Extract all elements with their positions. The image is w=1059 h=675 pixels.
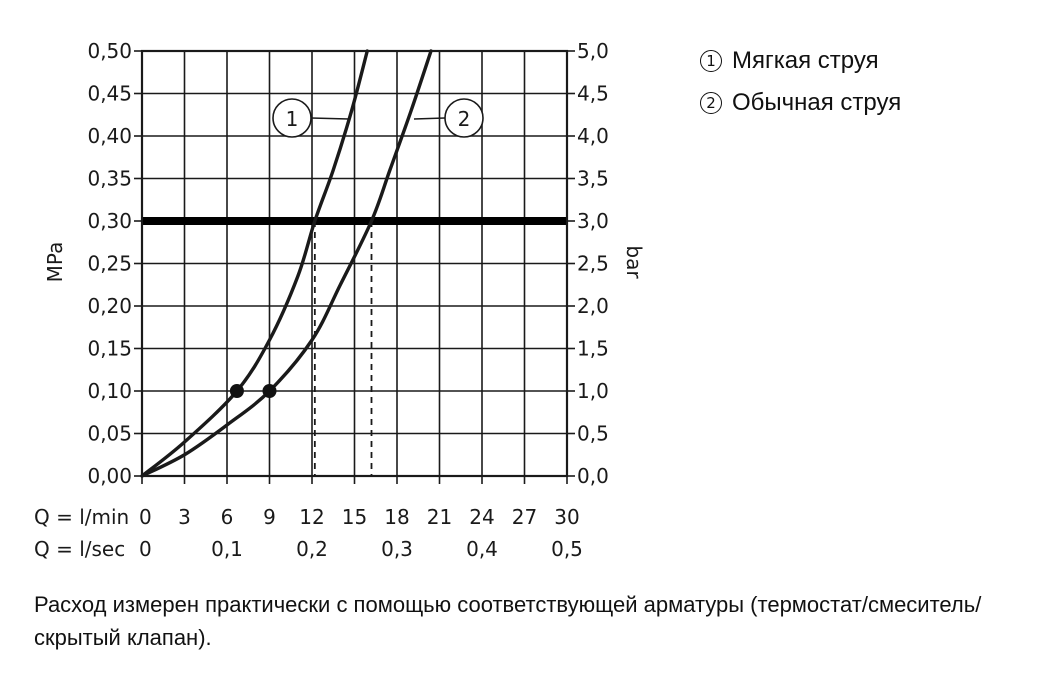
y-tick-label: 0,05 bbox=[87, 422, 132, 446]
x-tick-label: 18 bbox=[384, 505, 409, 529]
y2-tick-label: 2,0 bbox=[577, 294, 609, 318]
y-tick-label: 0,35 bbox=[87, 167, 132, 191]
x-axis-rows: Q = l/min 0 3 6 9 12 15 18 21 24 27 30 Q = l/sec 0 0,1… bbox=[34, 505, 583, 561]
curve-2-point bbox=[262, 384, 277, 398]
x-row-label: Q = l/sec bbox=[34, 537, 125, 561]
x-row-label: Q = l/min bbox=[34, 505, 129, 529]
x-tick-label: 24 bbox=[469, 505, 494, 529]
legend-label-2: Обычная струя bbox=[732, 89, 902, 116]
x-tick-label: 0 bbox=[139, 505, 152, 529]
x-tick-label: 0,1 bbox=[211, 537, 243, 561]
y-axis-label: MPa bbox=[43, 242, 67, 283]
callout-label-1: 1 bbox=[286, 107, 299, 131]
x-tick-label: 30 bbox=[554, 505, 579, 529]
x-tick-label: 3 bbox=[178, 505, 191, 529]
y-tick-label: 0,45 bbox=[87, 82, 132, 106]
left-axis-ticks: 0,00 0,05 0,10 0,15 0,20 0,25 0,30 0,35 0,40 0,45… bbox=[87, 39, 142, 488]
curves-layer bbox=[140, 49, 433, 478]
y-tick-label: 0,25 bbox=[87, 252, 132, 276]
footnote: Расход измерен практически с помощью соо… bbox=[34, 592, 982, 650]
curve-1-point bbox=[229, 384, 244, 398]
callout-circle-2 bbox=[444, 98, 484, 138]
callout-circle-1 bbox=[272, 98, 312, 138]
x-tick-label: 0 bbox=[139, 537, 152, 561]
y-tick-label: 0,15 bbox=[87, 337, 132, 361]
x-tick-label: 15 bbox=[342, 505, 367, 529]
callout-leader-2 bbox=[413, 117, 446, 120]
y2-tick-label: 4,5 bbox=[577, 82, 609, 106]
y2-tick-label: 3,0 bbox=[577, 209, 609, 233]
curve-2 bbox=[140, 49, 433, 478]
legend: 1 Мягкая струя 2 Обычная струя bbox=[700, 44, 901, 128]
legend-label-1: Мягкая струя bbox=[732, 47, 879, 74]
legend-marker-2: 2 bbox=[700, 92, 722, 114]
x-tick-label: 9 bbox=[263, 505, 276, 529]
y2-tick-label: 0,5 bbox=[577, 422, 609, 446]
y-tick-label: 0,00 bbox=[87, 464, 132, 488]
y2-tick-label: 2,5 bbox=[577, 252, 609, 276]
y2-tick-label: 3,5 bbox=[577, 167, 609, 191]
legend-item-1: 1 Мягкая струя bbox=[700, 44, 901, 86]
y-tick-label: 0,50 bbox=[87, 39, 132, 63]
x-tick-label: 12 bbox=[299, 505, 324, 529]
dashed-dropline-layer bbox=[313, 221, 373, 476]
y2-tick-label: 1,0 bbox=[577, 379, 609, 403]
x-tick-label: 21 bbox=[427, 505, 452, 529]
y-tick-label: 0,20 bbox=[87, 294, 132, 318]
x-tick-label: 0,4 bbox=[466, 537, 498, 561]
legend-marker-1: 1 bbox=[700, 50, 722, 72]
x-tick-label: 0,5 bbox=[551, 537, 583, 561]
x-tick-label: 6 bbox=[221, 505, 234, 529]
callout-label-2: 2 bbox=[458, 107, 471, 131]
y2-tick-label: 0,0 bbox=[577, 464, 609, 488]
y-tick-label: 0,40 bbox=[87, 124, 132, 148]
curve-1 bbox=[140, 49, 369, 478]
flow-pressure-chart: 0,000,050,100,150,200,250,300,350,400,45… bbox=[34, 39, 646, 561]
right-axis-ticks: 0,0 0,5 1,0 1,5 2,0 2,5 3,0 3,5 4,0 4,5 5,0 bbox=[567, 39, 609, 488]
y2-axis-label: bar bbox=[622, 245, 646, 279]
legend-item-2: 2 Обычная струя bbox=[700, 86, 901, 128]
y2-tick-label: 1,5 bbox=[577, 337, 609, 361]
y2-tick-label: 4,0 bbox=[577, 124, 609, 148]
y2-tick-label: 5,0 bbox=[577, 39, 609, 63]
callout-leader-1 bbox=[310, 117, 349, 120]
y-tick-label: 0,10 bbox=[87, 379, 132, 403]
y-tick-label: 0,30 bbox=[87, 209, 132, 233]
chart-grid bbox=[141, 50, 568, 484]
x-tick-label: 0,3 bbox=[381, 537, 413, 561]
x-tick-label: 0,2 bbox=[296, 537, 328, 561]
x-tick-label: 27 bbox=[512, 505, 537, 529]
